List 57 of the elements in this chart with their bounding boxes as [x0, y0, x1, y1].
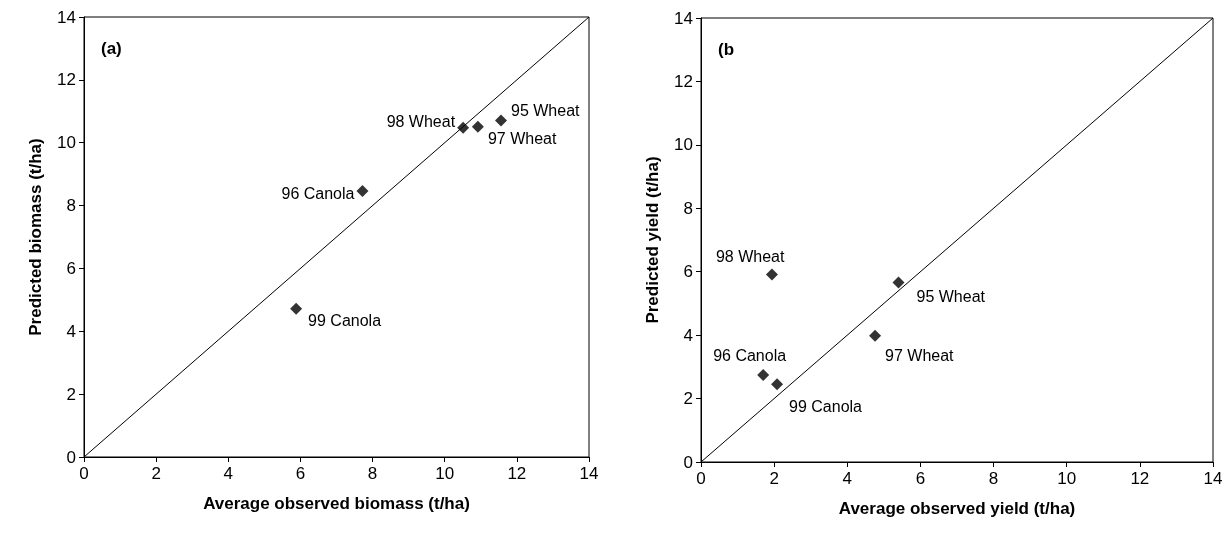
x-tick-label: 0 [696, 469, 706, 488]
x-tick-label: 12 [507, 464, 527, 483]
point [757, 369, 770, 382]
y-tick-label: 0 [66, 447, 76, 467]
text: (a) [101, 39, 122, 58]
point [290, 302, 303, 315]
point [471, 120, 484, 133]
x-tick-label: 2 [769, 469, 779, 488]
x-tick-label: 12 [1130, 469, 1150, 488]
y-tick-label: 8 [683, 198, 693, 218]
y-tick-label: 4 [683, 325, 693, 345]
annotation: 98 Wheat [715, 248, 785, 266]
y-tick-label: 2 [66, 384, 76, 404]
point [457, 121, 470, 134]
x-tick-label: 4 [842, 469, 853, 488]
annotation: 97 Wheat [487, 130, 557, 148]
y-tick-label: 4 [66, 321, 76, 341]
x-tick-label: 2 [151, 464, 161, 483]
point [771, 378, 784, 391]
y-tick-label: 12 [57, 70, 76, 90]
y-tick-label: 6 [66, 258, 76, 278]
y-tick-label: 10 [57, 133, 76, 153]
y-tick-label: 8 [66, 196, 76, 216]
x-tick-label: 4 [223, 464, 234, 483]
x-axis-title: Average observed biomass (t/ha) [203, 494, 470, 513]
annotation: 96 Canola [281, 184, 355, 202]
x-tick-label: 6 [915, 469, 926, 488]
y-tick-label: 2 [683, 389, 693, 409]
y-axis-title: Predicted biomass (t/ha) [26, 138, 45, 336]
y-tick-label: 14 [674, 8, 693, 28]
annotation: 98 Wheat [386, 113, 456, 131]
x-tick-label: 14 [579, 464, 599, 483]
x-tick-label: 0 [79, 464, 89, 483]
x-tick-label: 8 [988, 469, 999, 488]
point [892, 276, 905, 289]
y-tick-label: 6 [683, 262, 693, 282]
text: (b [718, 40, 735, 59]
y-tick-label: 10 [674, 135, 693, 155]
annotation: 95 Wheat [510, 101, 581, 119]
x-tick-label: 6 [295, 464, 306, 483]
point [869, 329, 882, 342]
annotation: 99 Canola [789, 397, 863, 415]
annotation: 95 Wheat [916, 288, 986, 305]
annotation: 97 Wheat [885, 347, 955, 365]
x-tick-label: 8 [367, 464, 378, 483]
x-tick-label: 10 [435, 464, 455, 483]
x-axis-title: Average observed yield (t/ha) [838, 499, 1076, 518]
annotation: 99 Canola [308, 312, 382, 330]
y-tick-label: 12 [674, 71, 693, 91]
y-tick-label: 14 [57, 7, 76, 27]
point [356, 185, 369, 198]
y-axis-title: Predicted yield (t/ha) [643, 156, 662, 324]
point [765, 268, 778, 281]
x-tick-label: 14 [1203, 469, 1223, 488]
point [494, 114, 507, 127]
annotation: 96 Canola [713, 346, 787, 364]
x-tick-label: 10 [1057, 469, 1077, 488]
